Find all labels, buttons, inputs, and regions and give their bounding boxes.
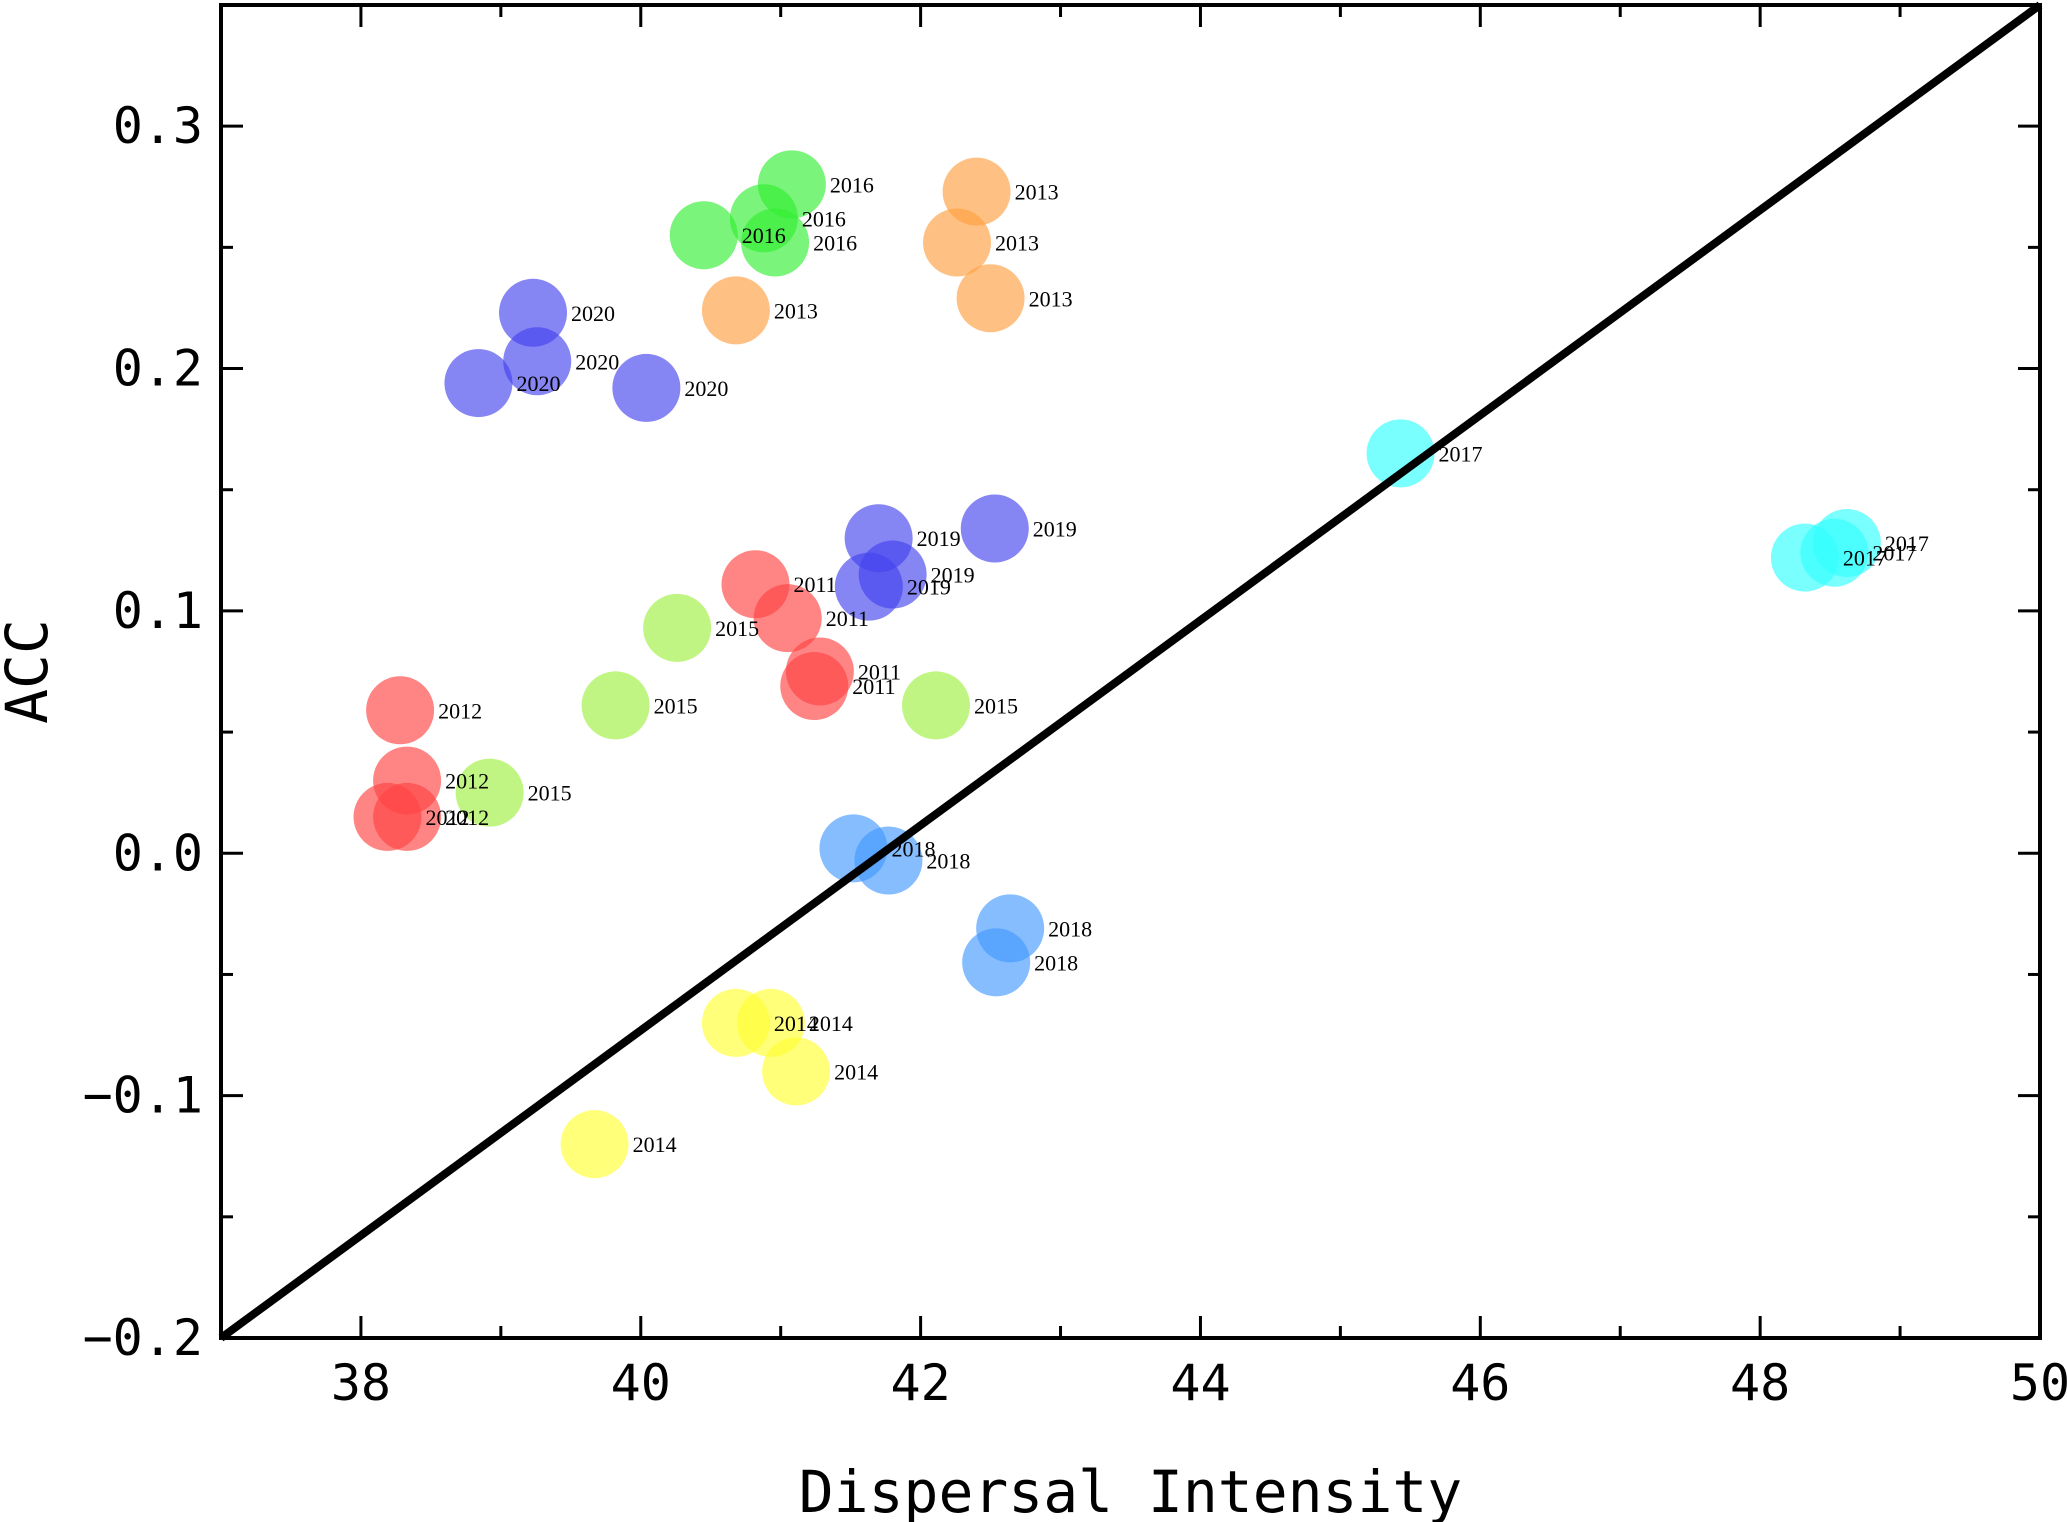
- point-label: 2014: [809, 1011, 853, 1036]
- x-tick-label: 46: [1450, 1354, 1510, 1412]
- point-label: 2011: [852, 674, 895, 699]
- data-point: [956, 264, 1025, 333]
- data-point: [455, 758, 524, 827]
- point-label: 2020: [575, 349, 619, 374]
- data-point: [762, 1037, 831, 1106]
- x-tick-label: 48: [1730, 1354, 1790, 1412]
- data-point: [834, 552, 903, 621]
- data-point: [1366, 419, 1435, 488]
- y-axis-label: ACC: [0, 619, 61, 724]
- data-point: [581, 671, 650, 740]
- point-label: 2020: [571, 301, 615, 326]
- data-point: [922, 208, 991, 277]
- point-label: 2016: [830, 172, 874, 197]
- point-label: 2011: [794, 572, 837, 597]
- point-label: 2018: [926, 849, 970, 874]
- data-point: [741, 208, 810, 277]
- data-point: [669, 201, 738, 270]
- point-label: 2013: [995, 231, 1039, 256]
- y-tick-labels: −0.2 −0.1 0.0 0.1 0.2 0.3: [83, 97, 203, 1367]
- data-point: [643, 593, 712, 662]
- point-label: 2016: [742, 223, 786, 248]
- y-tick-label: −0.1: [83, 1067, 203, 1125]
- y-tick-label: 0.0: [113, 824, 203, 882]
- x-tick-labels: 38 40 42 44 46 48 50: [331, 1354, 2067, 1412]
- point-label: 2017: [1885, 531, 1929, 556]
- point-label: 2017: [1439, 441, 1483, 466]
- point-label: 2012: [438, 698, 482, 723]
- data-point: [780, 652, 849, 721]
- plot-frame: [219, 3, 2042, 1340]
- data-point: [503, 327, 572, 396]
- data-point: [1770, 523, 1839, 592]
- data-point: [701, 276, 770, 345]
- x-tick-label: 50: [2010, 1354, 2067, 1412]
- point-label: 2019: [1033, 517, 1077, 542]
- x-tick-label: 40: [611, 1354, 671, 1412]
- point-label: 2014: [633, 1132, 677, 1157]
- point-label: 2014: [774, 1011, 818, 1036]
- data-point: [753, 584, 822, 653]
- data-point: [612, 353, 681, 422]
- point-label: 2016: [802, 206, 846, 231]
- point-label: 2017: [1843, 546, 1887, 571]
- data-point: [560, 1110, 629, 1179]
- x-tick-label: 38: [331, 1354, 391, 1412]
- point-label: 2015: [528, 781, 572, 806]
- point-label: 2013: [1029, 286, 1073, 311]
- data-point: [960, 494, 1029, 563]
- point-label: 2015: [654, 693, 698, 718]
- y-tick-label: 0.2: [113, 340, 203, 398]
- point-labels: 2011201120112011201220122012201220132013…: [426, 172, 1929, 1157]
- point-label: 2015: [974, 693, 1018, 718]
- x-axis-label: Dispersal Intensity: [799, 1458, 1462, 1522]
- y-tick-label: 0.3: [113, 97, 203, 155]
- point-label: 2016: [813, 231, 857, 256]
- point-label: 2020: [516, 371, 560, 396]
- point-label: 2019: [907, 575, 951, 600]
- x-tick-label: 44: [1170, 1354, 1230, 1412]
- y-tick-label: −0.2: [83, 1309, 203, 1367]
- point-label: 2013: [774, 298, 818, 323]
- reference-line: [218, 1, 2043, 1342]
- point-label: 2019: [917, 526, 961, 551]
- point-label: 2020: [684, 376, 728, 401]
- x-tick-label: 42: [891, 1354, 951, 1412]
- y-tick-label: 0.1: [113, 582, 203, 640]
- data-point: [444, 349, 513, 418]
- data-point: [962, 928, 1031, 997]
- point-label: 2014: [834, 1059, 878, 1084]
- point-label: 2012: [426, 805, 470, 830]
- data-point: [902, 671, 971, 740]
- point-label: 2012: [445, 769, 489, 794]
- axis-ticks: [221, 5, 2040, 1338]
- point-label: 2018: [1034, 950, 1078, 975]
- data-point: [366, 676, 435, 745]
- point-label: 2011: [826, 606, 869, 631]
- point-label: 2012: [445, 805, 489, 830]
- point-label: 2017: [1872, 541, 1916, 566]
- data-points: [353, 150, 1881, 1179]
- point-label: 2018: [1048, 916, 1092, 941]
- point-label: 2011: [858, 660, 901, 685]
- point-label: 2013: [1015, 180, 1059, 205]
- data-point: [353, 782, 422, 851]
- point-label: 2019: [931, 563, 975, 588]
- data-point: [854, 826, 923, 895]
- point-label: 2015: [715, 616, 759, 641]
